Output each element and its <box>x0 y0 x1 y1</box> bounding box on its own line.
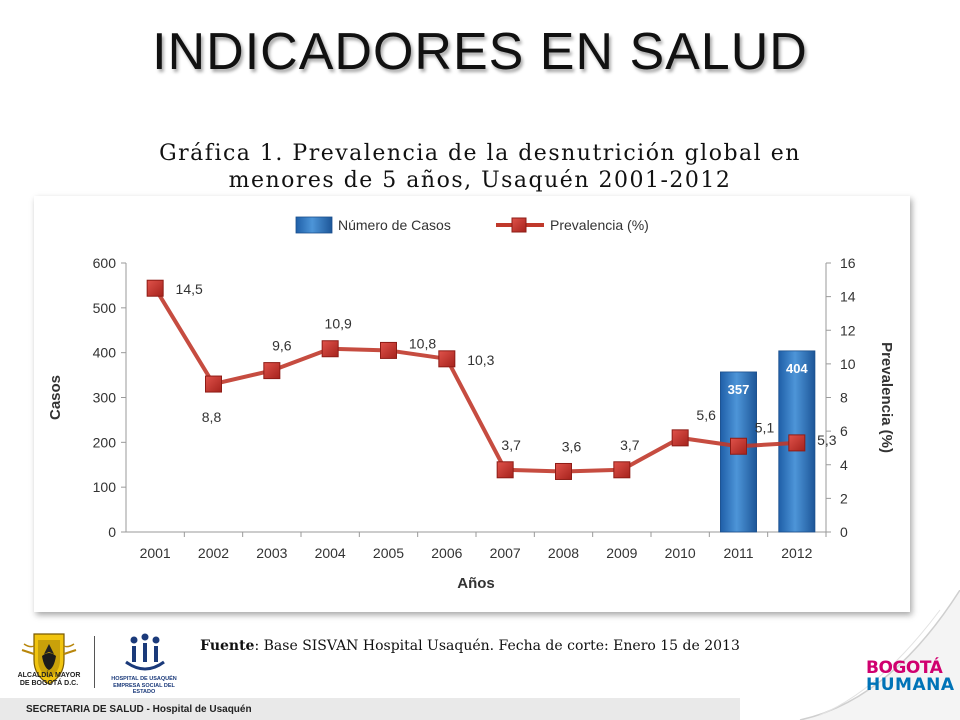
prevalence-line <box>153 287 797 474</box>
y-left-tick-label: 200 <box>93 434 117 450</box>
bar-data-label-2012: 404 <box>786 361 808 376</box>
hospital-logo-text: HOSPITAL DE USAQUÉN EMPRESA SOCIAL DEL E… <box>102 676 186 696</box>
x-tick-label: 2010 <box>665 545 696 561</box>
x-tick-label: 2009 <box>606 545 637 561</box>
x-tick-label: 2001 <box>140 545 171 561</box>
y-axis-left-title: Casos <box>47 375 64 420</box>
chart-title: Gráfica 1. Prevalencia de la desnutrició… <box>100 140 860 194</box>
prevalence-data-label-2012: 5,3 <box>817 432 837 448</box>
prevalence-marker-2012 <box>788 434 806 452</box>
bogota-humana-logo: BOGOTÁ HUMANA <box>866 658 955 695</box>
hospital-usaquen-logo <box>125 633 165 671</box>
prevalence-marker-2010 <box>671 429 689 447</box>
prevalence-marker-2001 <box>146 279 164 297</box>
prevalence-data-label-2005: 10,8 <box>409 335 436 351</box>
y-right-tick-label: 4 <box>840 457 848 473</box>
footer-band <box>0 698 740 720</box>
x-tick-label: 2005 <box>373 545 404 561</box>
y-right-tick-label: 2 <box>840 490 848 506</box>
bogota-logo-text-line-1: ALCALDÍA MAYOR <box>17 672 81 679</box>
x-axis-title: Años <box>457 575 495 592</box>
prevalence-data-label-2010: 5,6 <box>696 407 716 423</box>
bogota-logo-text-line-2: DE BOGOTÁ D.C. <box>19 680 79 687</box>
prevalence-data-label-2009: 3,7 <box>620 437 640 453</box>
prevalence-marker-2004 <box>321 340 339 358</box>
prevalence-data-label-2001: 14,5 <box>176 281 203 297</box>
y-right-tick-label: 0 <box>840 524 848 540</box>
bogota-logo-text: ALCALDÍA MAYOR DE BOGOTÁ D.C. <box>6 672 92 688</box>
source-note: Fuente: Base SISVAN Hospital Usaquén. Fe… <box>190 638 750 654</box>
y-left-tick-label: 100 <box>93 479 117 495</box>
hospital-logo-text-line-1: HOSPITAL DE USAQUÉN <box>111 676 177 682</box>
x-tick-label: 2004 <box>315 545 346 561</box>
bogota-coat-of-arms-logo <box>21 633 77 685</box>
legend-label-bars: Número de Casos <box>338 217 451 233</box>
y-right-tick-label: 10 <box>840 356 856 372</box>
x-tick-label: 2002 <box>198 545 229 561</box>
y-right-tick-label: 8 <box>840 390 848 406</box>
y-left-tick-label: 400 <box>93 345 117 361</box>
prevalence-data-label-2004: 10,9 <box>325 316 352 332</box>
chart-title-line-1: Gráfica 1. Prevalencia de la desnutrició… <box>159 141 801 166</box>
legend-label-line: Prevalencia (%) <box>550 217 649 233</box>
prevalence-data-label-2008: 3,6 <box>562 438 582 454</box>
y-right-tick-label: 16 <box>840 255 856 271</box>
source-label: Fuente <box>200 638 255 654</box>
prevalence-data-label-2007: 3,7 <box>501 437 521 453</box>
y-left-tick-label: 500 <box>93 300 117 316</box>
chart-card: 0 100 200 300 400 500 600 0 2 4 6 8 10 12 14 16 2001 2002… <box>34 196 910 612</box>
x-tick-label: 2007 <box>490 545 521 561</box>
prevalence-data-label-2002: 8,8 <box>202 409 222 425</box>
legend-swatch-marker <box>511 217 527 233</box>
logo-divider <box>94 636 95 688</box>
x-tick-label: 2003 <box>256 545 287 561</box>
prevalence-marker-2002 <box>205 375 222 393</box>
prevalence-marker-2011 <box>730 437 747 455</box>
chart-title-line-2: menores de 5 años, Usaquén 2001-2012 <box>228 168 732 193</box>
prevalence-data-label-2011: 5,1 <box>755 419 775 435</box>
y-right-tick-label: 14 <box>840 289 856 305</box>
prevalence-marker-2005 <box>380 341 397 359</box>
prevalence-marker-2008 <box>555 462 572 480</box>
bar-data-label-2011: 357 <box>728 382 750 397</box>
legend-swatch-bars <box>295 216 333 234</box>
page-curl-decoration <box>799 590 960 720</box>
y-axis-right-title: Prevalencia (%) <box>878 342 895 453</box>
slide-title: INDICADORES EN SALUD <box>152 23 808 81</box>
x-tick-label: 2006 <box>431 545 462 561</box>
prevalence-data-label-2006: 10,3 <box>467 352 494 368</box>
hospital-logo-text-line-2: EMPRESA SOCIAL DEL ESTADO <box>113 682 175 696</box>
bogota-humana-line-1: BOGOTÁ <box>866 658 943 678</box>
prevalence-marker-2003 <box>263 362 281 380</box>
y-right-tick-label: 6 <box>840 423 848 439</box>
x-tick-label: 2011 <box>723 545 753 561</box>
combo-chart: 0 100 200 300 400 500 600 0 2 4 6 8 10 12 14 16 2001 2002… <box>47 216 895 592</box>
prevalence-marker-2009 <box>613 461 631 479</box>
prevalence-marker-2007 <box>496 461 514 479</box>
y-left-tick-label: 300 <box>93 390 117 406</box>
prevalence-data-label-2003: 9,6 <box>272 338 292 354</box>
x-tick-label: 2008 <box>548 545 579 561</box>
source-text: : Base SISVAN Hospital Usaquén. Fecha de… <box>254 638 740 654</box>
footer-text: SECRETARIA DE SALUD - Hospital de Usaqué… <box>26 704 252 715</box>
y-left-tick-label: 600 <box>93 255 117 271</box>
y-right-tick-label: 12 <box>840 322 856 338</box>
y-left-tick-label: 0 <box>108 524 116 540</box>
x-tick-label: 2012 <box>781 545 812 561</box>
prevalence-marker-2006 <box>438 350 456 368</box>
bogota-humana-line-2: HUMANA <box>866 675 955 695</box>
